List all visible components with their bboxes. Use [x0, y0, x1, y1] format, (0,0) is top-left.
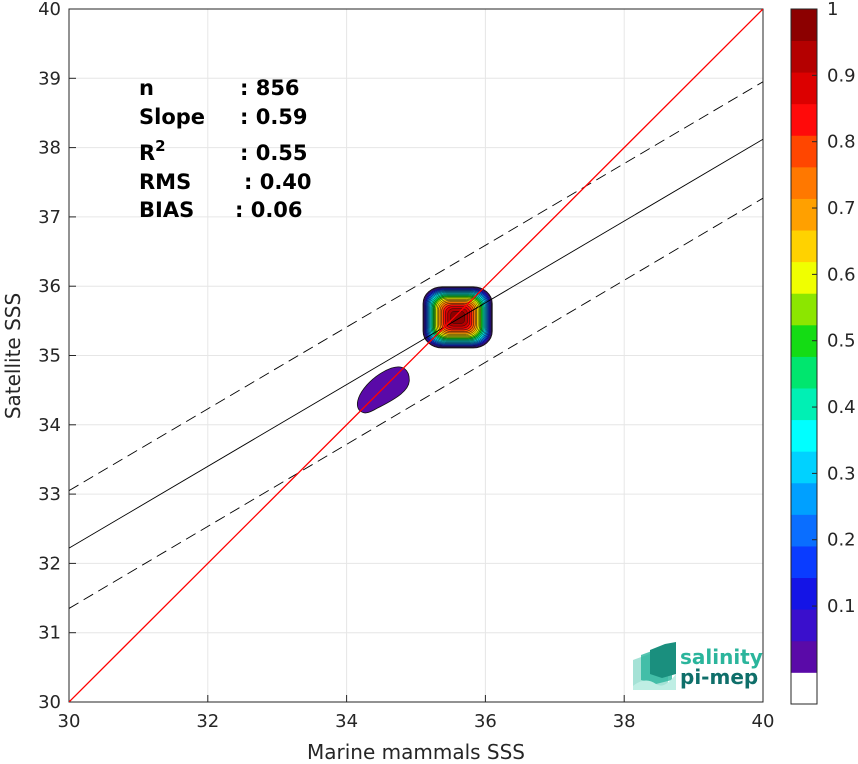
colorbar-segment	[791, 40, 817, 73]
stat-label: R2	[139, 137, 166, 165]
fit-upper-dashed-line	[69, 81, 763, 492]
y-tick-label: 36	[38, 276, 61, 297]
colorbar-tick-label: 0.2	[827, 530, 856, 551]
colorbar-segment	[791, 293, 817, 326]
x-tick-label: 32	[196, 711, 219, 732]
colorbar-segment	[791, 609, 817, 642]
y-tick-label: 33	[38, 484, 61, 505]
colorbar-tick-label: 0.9	[827, 65, 856, 86]
colorbar-segment	[791, 72, 817, 105]
stat-value: : 856	[240, 76, 300, 100]
colorbar-tick-label: 0.1	[827, 596, 856, 617]
y-tick-label: 40	[38, 0, 61, 20]
colorbar-tick-label: 0.7	[827, 198, 856, 219]
fit-line	[69, 138, 763, 549]
colorbar-segment	[791, 514, 817, 547]
identity-line	[69, 9, 763, 702]
y-tick-label: 37	[38, 207, 61, 228]
colorbar-segment	[791, 482, 817, 515]
colorbar-segment	[791, 451, 817, 484]
salinity-pi-mep-logo: salinity pi-mep	[633, 642, 763, 690]
colorbar-tick-label: 0.8	[827, 132, 856, 153]
y-tick-label: 39	[38, 68, 61, 89]
density-contours	[357, 286, 493, 414]
colorbar-tick-label: 0.6	[827, 264, 856, 285]
x-tick-label: 40	[752, 711, 775, 732]
x-tick-label: 38	[613, 711, 636, 732]
colorbar-segment	[791, 546, 817, 579]
stat-label: RMS	[139, 170, 191, 194]
colorbar-segment	[791, 135, 817, 168]
regression-lines	[69, 9, 763, 702]
x-axis-label: Marine mammals SSS	[307, 740, 525, 764]
logo-text-pimep: pi-mep	[680, 665, 758, 689]
y-tick-label: 34	[38, 415, 61, 436]
stat-label: Slope	[139, 105, 205, 129]
y-tick-label: 38	[38, 138, 61, 159]
x-tick-label: 34	[335, 711, 358, 732]
colorbar-segment	[791, 103, 817, 136]
colorbar: 0.1 0.2 0.3 0.4 0.5 0.6 0.7 0.8 0.9 1	[790, 0, 856, 705]
stat-value: : 0.40	[244, 170, 312, 194]
colorbar-segment	[791, 419, 817, 452]
stat-label: n	[139, 76, 154, 100]
colorbar-segment	[791, 9, 817, 41]
colorbar-segment	[791, 356, 817, 389]
y-tick-label: 32	[38, 553, 61, 574]
stat-value: : 0.06	[235, 198, 303, 222]
colorbar-segment	[791, 261, 817, 294]
colorbar-segment	[791, 166, 817, 199]
y-axis: 30 31 32 33 34 35 36 37 38 39 40	[38, 0, 76, 713]
stat-value: : 0.55	[240, 141, 308, 165]
y-tick-label: 31	[38, 623, 61, 644]
colorbar-frame	[790, 8, 818, 705]
grid	[69, 9, 763, 702]
y-tick-label: 30	[38, 692, 61, 713]
stat-value: : 0.59	[240, 105, 308, 129]
colorbar-segment	[791, 640, 817, 673]
logo-text-salinity: salinity	[680, 645, 763, 669]
stat-label: BIAS	[139, 198, 194, 222]
fit-lower-dashed-line	[69, 197, 763, 609]
logo-icon	[633, 642, 676, 690]
y-axis-label: Satellite SSS	[1, 293, 25, 419]
colorbar-tick-label: 0.3	[827, 463, 856, 484]
colorbar-segment	[791, 577, 817, 610]
density-contour-level	[450, 311, 465, 324]
x-tick-label: 36	[474, 711, 497, 732]
x-axis: 30 32 34 36 38 40	[58, 695, 775, 732]
colorbar-segment	[791, 230, 817, 263]
y-tick-label: 35	[38, 346, 61, 367]
colorbar-segment	[791, 672, 817, 705]
x-tick-label: 30	[58, 711, 81, 732]
colorbar-tick-label: 1	[827, 0, 838, 20]
colorbar-tick-label: 0.5	[827, 331, 856, 352]
colorbar-segment	[791, 388, 817, 421]
colorbar-segment	[791, 198, 817, 231]
colorbar-tick-label: 0.4	[827, 397, 856, 418]
stats-box: n : 856 Slope : 0.59 R2 : 0.55 RMS : 0.40 BIAS : …	[139, 76, 312, 222]
